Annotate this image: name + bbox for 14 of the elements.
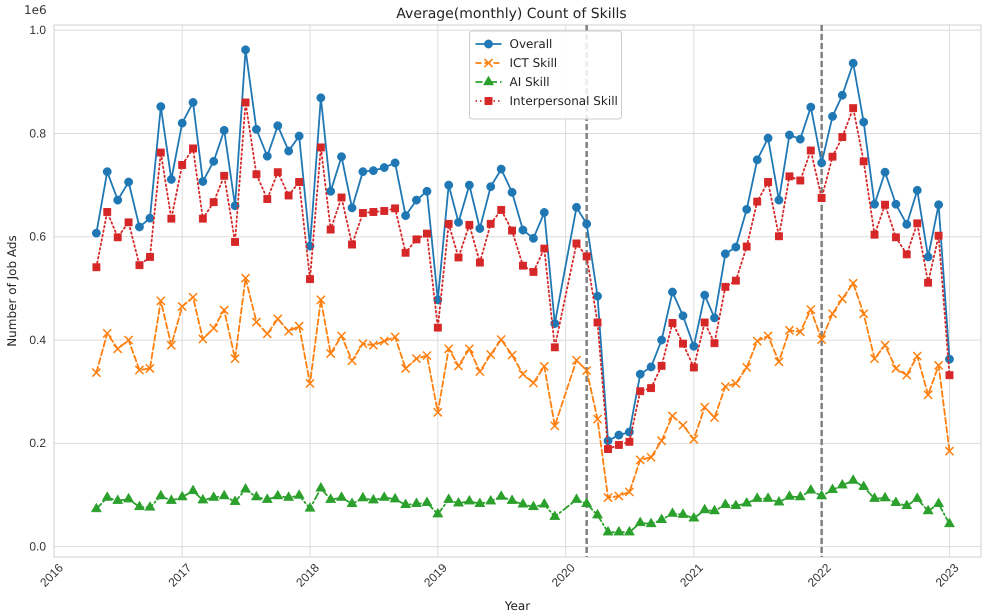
y-tick-label: 0.0: [29, 540, 46, 554]
legend-label: Overall: [510, 37, 552, 51]
legend-label: Interpersonal Skill: [510, 94, 618, 108]
y-tick-label: 1.0: [29, 23, 46, 38]
text: 1e6: [24, 3, 47, 17]
y-tick-label: 0.2: [29, 436, 46, 450]
y-tick-label: 0.8: [29, 126, 46, 140]
x-axis-title: Year: [504, 599, 530, 613]
legend-label: ICT Skill: [510, 56, 558, 70]
y-axis-title: Number of Job Ads: [5, 235, 19, 347]
legend-label: AI Skill: [510, 75, 550, 89]
y-tick-label: 0.4: [29, 332, 46, 347]
y-tick-label: 0.6: [29, 230, 46, 244]
chart-title: Average(monthly) Count of Skills: [396, 6, 627, 22]
